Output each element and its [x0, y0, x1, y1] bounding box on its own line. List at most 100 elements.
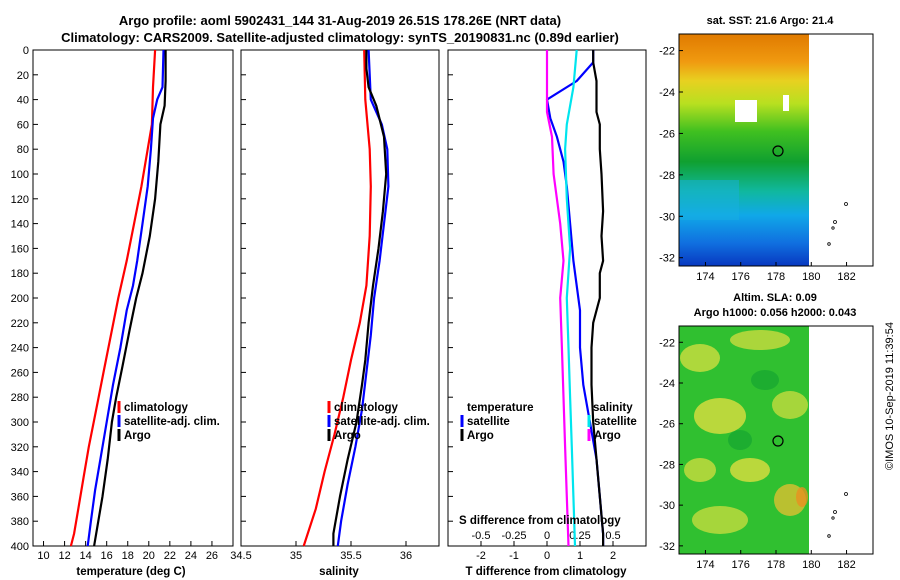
- sla-blob: [730, 458, 770, 482]
- y-tick-label: 80: [17, 144, 29, 156]
- sst-field: [679, 34, 809, 266]
- x-tick-label: -2: [476, 550, 486, 562]
- temperature-panel-frame: [32, 49, 234, 547]
- argo-location-marker: [772, 435, 784, 447]
- difference-panel-frame: [447, 49, 647, 547]
- x-tick-label: 35.5: [340, 550, 361, 562]
- figure-title-line2: Climatology: CARS2009. Satellite-adjuste…: [61, 30, 619, 45]
- y-tick-label: 140: [11, 219, 29, 231]
- y-tick-label: 360: [11, 491, 29, 503]
- map-x-tick-label: 176: [732, 559, 750, 571]
- legend-title-temperature: temperature: [467, 402, 533, 414]
- x-tick-label: 20: [143, 550, 155, 562]
- x-tick-label: 14: [80, 550, 92, 562]
- map-x-tick-label: 174: [696, 559, 714, 571]
- legend-label-climatology: climatology: [334, 402, 399, 414]
- x-tick-label: 0: [544, 550, 550, 562]
- map-x-tick-label: 182: [837, 559, 855, 571]
- difference-xlabel: T difference from climatology: [465, 566, 627, 578]
- y-tick-label: 300: [11, 417, 29, 429]
- difference-panel: -2 -1 0 1 2 -0.5 -0.25 0 0.25 0.5 S difference fr…: [447, 49, 647, 578]
- sla-map-title2: Argo h1000: 0.056 h2000: 0.043: [694, 307, 857, 319]
- y-tick-label: 0: [23, 45, 29, 57]
- series-line-salinity-argo: [545, 50, 570, 547]
- y-tick-label: 340: [11, 467, 29, 479]
- legend-label-satellite: satellite-adj. clim.: [124, 416, 220, 428]
- map-y-tick-label: -24: [659, 87, 675, 99]
- s-tick-label: 0: [544, 530, 550, 542]
- map-x-tick-label: 182: [837, 271, 855, 283]
- x-tick-label: 34.5: [230, 550, 251, 562]
- sla-blob: [728, 430, 752, 450]
- x-tick-label: 35: [290, 550, 302, 562]
- sst-cloud-mask: [783, 95, 789, 111]
- series-line-argo: [332, 50, 388, 546]
- x-tick-label: 36: [400, 550, 412, 562]
- series-line-salinity-satellite: [563, 49, 578, 547]
- sla-island-group: [827, 492, 848, 538]
- argo-location-marker: [772, 145, 784, 157]
- map-y-tick-label: -28: [659, 170, 675, 182]
- x-tick-label: 22: [164, 550, 176, 562]
- map-y-tick-label: -22: [659, 337, 675, 349]
- map-y-tick-label: -24: [659, 378, 675, 390]
- sst-cloud-mask: [735, 100, 757, 122]
- s-tick-label: 0.25: [569, 530, 590, 542]
- y-tick-label: 380: [11, 516, 29, 528]
- map-y-tick-label: -30: [659, 211, 675, 223]
- map-y-tick-label: -22: [659, 46, 675, 58]
- x-tick-label: 24: [185, 550, 197, 562]
- series-line-temperature-argo: [590, 50, 605, 546]
- legend-label-t-argo: Argo: [467, 430, 494, 442]
- map-y-tick-label: -32: [659, 541, 675, 553]
- temperature-xlabel: temperature (deg C): [76, 566, 185, 578]
- x-tick-label: 12: [58, 550, 70, 562]
- y-tick-label: 20: [17, 70, 29, 82]
- legend-label-t-satellite: satellite: [467, 416, 510, 428]
- sla-anomaly-blobs: [680, 330, 808, 534]
- island-marker: [844, 202, 848, 206]
- map-x-tick-label: 180: [802, 559, 820, 571]
- sla-blob: [772, 391, 808, 419]
- island-marker: [827, 242, 831, 246]
- series-line-climatology: [302, 49, 372, 547]
- legend-label-s-argo: Argo: [594, 430, 621, 442]
- legend-label-satellite: satellite-adj. clim.: [334, 416, 430, 428]
- map-y-tick-label: -30: [659, 500, 675, 512]
- sla-blob: [796, 487, 808, 507]
- map-x-tick-label: 176: [732, 271, 750, 283]
- x-tick-label: 2: [610, 550, 616, 562]
- y-tick-label: 200: [11, 293, 29, 305]
- island-marker: [831, 226, 835, 230]
- y-tick-label: 160: [11, 243, 29, 255]
- legend-label-climatology: climatology: [124, 402, 189, 414]
- map-y-tick-label: -26: [659, 128, 675, 140]
- y-tick-label: 220: [11, 318, 29, 330]
- salinity-panel: 34.5 35 35.5 36 salinity climatology satell…: [230, 49, 440, 578]
- y-tick-label: 280: [11, 392, 29, 404]
- salinity-legend: climatology satellite-adj. clim. Argo: [327, 401, 430, 442]
- sst-map: sat. SST: 21.6 Argo: 21.4 174 176 178 180 18…: [659, 15, 874, 283]
- y-tick-label: 260: [11, 367, 29, 379]
- x-tick-label: 18: [122, 550, 134, 562]
- sla-blob: [680, 344, 720, 372]
- x-tick-label: -1: [509, 550, 519, 562]
- legend-title-salinity: salinity: [593, 402, 633, 414]
- credit-text: ©IMOS 10-Sep-2019 11:39:54: [884, 322, 896, 470]
- series-line-satellite-adj-clim-: [86, 49, 165, 547]
- x-tick-label: 1: [577, 550, 583, 562]
- s-tick-label: -0.25: [501, 530, 526, 542]
- y-tick-label: 120: [11, 194, 29, 206]
- map-x-tick-label: 178: [767, 271, 785, 283]
- temperature-panel: 10 12 14 16 18 20 22 24 260204060801001201401601…: [11, 45, 234, 578]
- legend-label-argo: Argo: [334, 430, 361, 442]
- legend-label-argo: Argo: [124, 430, 151, 442]
- sst-island-group: [827, 202, 848, 246]
- difference-top-label: S difference from climatology: [459, 515, 621, 527]
- sst-patch: [679, 180, 739, 220]
- sla-map: Altim. SLA: 0.09 Argo h1000: 0.056 h2000…: [659, 292, 874, 571]
- series-line-argo: [93, 50, 167, 547]
- map-x-tick-label: 174: [696, 271, 714, 283]
- map-y-tick-label: -28: [659, 459, 675, 471]
